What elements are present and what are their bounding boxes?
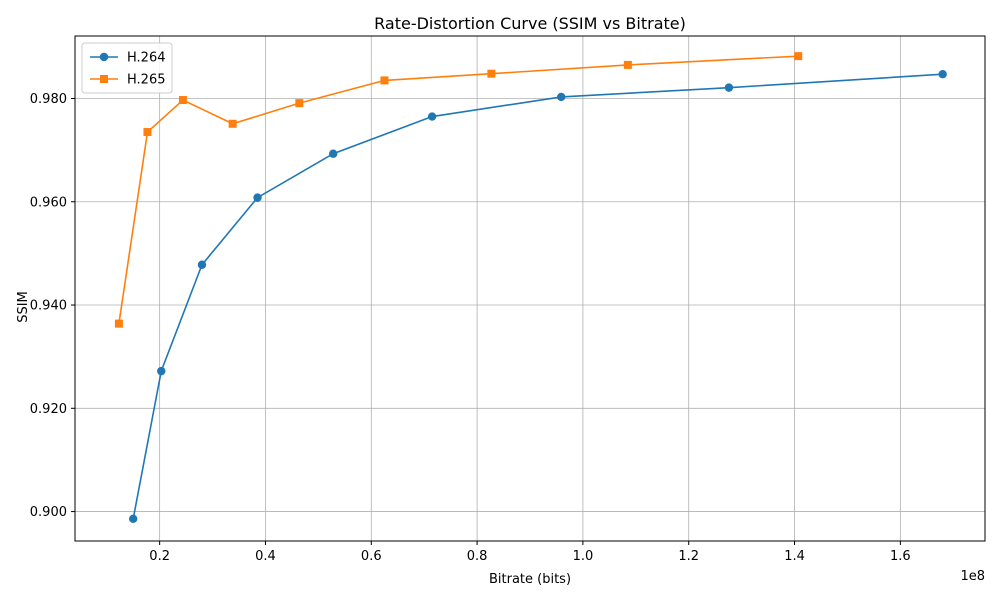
data-point-h264 xyxy=(157,366,166,376)
data-point-h265 xyxy=(380,76,389,85)
data-point-h264 xyxy=(938,70,947,79)
data-point-h265 xyxy=(228,119,237,128)
x-tick-label: 1.6 xyxy=(890,549,911,564)
data-point-h265 xyxy=(487,69,496,78)
legend-item-h264: H.264 xyxy=(90,51,166,66)
x-tick-label: 0.6 xyxy=(361,549,382,564)
data-point-h264 xyxy=(724,83,734,92)
y-tick-label: 0.920 xyxy=(30,402,67,417)
data-point-h264 xyxy=(128,514,138,523)
y-tick-label: 0.940 xyxy=(30,299,67,314)
data-point-h265 xyxy=(295,99,304,108)
data-point-h265 xyxy=(114,319,123,328)
data-point-h265 xyxy=(794,52,803,61)
chart-title: Rate-Distortion Curve (SSIM vs Bitrate) xyxy=(374,14,686,33)
legend-item-h265: H.265 xyxy=(90,73,166,88)
y-tick-label: 0.900 xyxy=(30,505,67,520)
legend-label: H.264 xyxy=(127,51,166,66)
x-axis-offset-label: 1e8 xyxy=(960,569,985,584)
legend: H.264 H.265 xyxy=(81,42,173,94)
data-point-h264 xyxy=(557,92,566,102)
x-tick-label: 1.0 xyxy=(573,549,594,564)
data-point-h264 xyxy=(328,149,338,158)
data-point-h264 xyxy=(253,193,262,202)
grid xyxy=(75,36,985,541)
legend-label: H.265 xyxy=(127,73,166,88)
x-tick-label: 0.2 xyxy=(149,549,170,564)
data-point-h265 xyxy=(178,96,187,105)
y-tick-label: 0.980 xyxy=(30,92,67,107)
data-point-h264 xyxy=(427,112,437,121)
data-point-h264 xyxy=(197,260,207,269)
y-tick-label: 0.960 xyxy=(30,195,67,210)
x-tick-label: 1.4 xyxy=(784,549,805,564)
x-tick-label: 0.4 xyxy=(255,549,276,564)
legend-marker xyxy=(100,75,108,83)
plot-frame xyxy=(74,35,986,542)
legend-marker xyxy=(99,52,109,62)
ticks: 0.2 0.4 0.6 0.8 1.0 1.2 1.4 1.6 0.900 0.920 0.940 0… xyxy=(30,92,911,564)
x-tick-label: 1.2 xyxy=(678,549,699,564)
series-layer xyxy=(114,52,947,523)
x-tick-label: 0.8 xyxy=(467,549,488,564)
series-h265 xyxy=(114,52,803,328)
x-axis-label: Bitrate (bits) xyxy=(489,572,571,587)
data-point-h265 xyxy=(143,128,152,137)
data-point-h265 xyxy=(623,60,632,69)
y-axis-label: SSIM xyxy=(16,291,31,323)
series-h264 xyxy=(128,70,947,523)
